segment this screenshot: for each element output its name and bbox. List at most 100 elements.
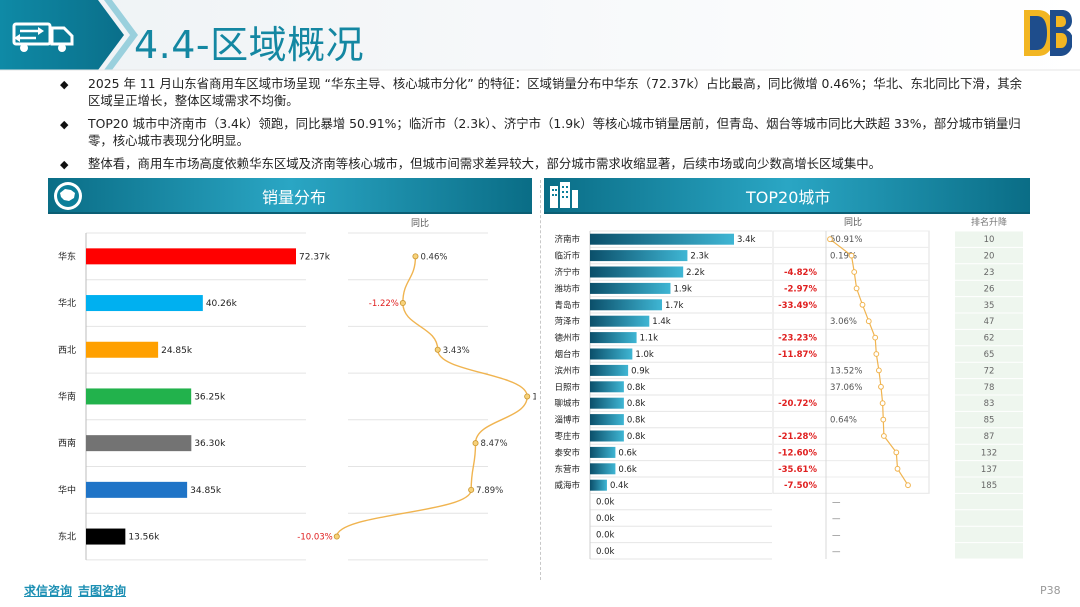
panel-divider (540, 180, 541, 580)
bullet-3: ◆ 整体看，商用车市场高度依赖华东区域及济南等核心城市，但城市间需求差异较大，部… (60, 156, 1032, 173)
city-value-label: 3.4k (737, 235, 756, 245)
city-bar (590, 282, 671, 294)
city-value-label: 1.9k (673, 284, 692, 294)
rank-trend-point (878, 383, 884, 390)
region-bar (86, 341, 159, 358)
region-value-label: 24.85k (161, 346, 193, 356)
yoy-column-header: 同比 (844, 216, 862, 228)
rank-label: 23 (984, 268, 995, 278)
city-value-label: 0.4k (610, 481, 629, 491)
region-label: 东北 (58, 531, 76, 543)
region-label: 华南 (58, 390, 76, 402)
diamond-bullet-icon: ◆ (60, 118, 69, 131)
rank-trend-point (873, 351, 880, 357)
city-bar (590, 364, 629, 376)
city-value-label: 0.6k (618, 448, 637, 458)
city-value-label: 1.0k (635, 350, 654, 360)
rank-label: 72 (984, 366, 995, 376)
yoy-point (468, 486, 475, 493)
rank-label: 20 (984, 252, 995, 262)
city-bar (590, 348, 633, 360)
yoy-label: — (832, 530, 841, 540)
region-bar (86, 388, 192, 405)
yoy-label: 15.36% (532, 392, 536, 402)
region-value-label: 36.25k (194, 392, 226, 402)
truck-icon (12, 22, 74, 52)
city-bar (590, 332, 637, 344)
rank-label: 85 (984, 416, 995, 426)
yoy-label: -7.50% (784, 481, 817, 491)
rank-trend-point (848, 252, 855, 259)
left-panel-header: 销量分布 (48, 178, 532, 214)
city-bar (590, 463, 616, 475)
footer-brands: 求信咨询 吉图咨询 (24, 582, 132, 599)
diamond-bullet-icon: ◆ (60, 158, 69, 171)
yoy-point (412, 253, 419, 260)
footer-brand-2[interactable]: 吉图咨询 (78, 584, 127, 598)
rank-label: 78 (984, 383, 995, 393)
rank-label: 137 (981, 465, 997, 475)
yoy-label: 8.47% (481, 439, 508, 449)
region-bar (86, 481, 188, 498)
diamond-bullet-icon: ◆ (60, 78, 69, 91)
region-value-label: 13.56k (128, 533, 160, 543)
rank-label: 10 (984, 235, 995, 245)
right-panel-title: TOP20城市 (746, 188, 831, 207)
city-bar (590, 446, 616, 458)
city-label: 泰安市 (554, 447, 580, 458)
right-panel-header: TOP20城市 (544, 178, 1030, 214)
rank-trend-point (872, 334, 879, 341)
city-bar (590, 299, 662, 311)
right-panel-band (544, 178, 1030, 214)
city-value-label: 1.4k (652, 317, 671, 327)
city-value-label: 2.2k (686, 268, 705, 278)
city-label: 滨州市 (554, 365, 580, 376)
brand-logo-icon (1024, 10, 1072, 56)
rank-label: 62 (984, 334, 995, 344)
bullet-text: TOP20 城市中济南市（3.4k）领跑，同比暴增 50.91%；临沂市（2.3… (88, 116, 1021, 148)
map-icon (60, 189, 75, 201)
rank-label: 185 (981, 481, 997, 491)
yoy-label: — (832, 498, 841, 508)
rank-trend-point (853, 285, 860, 292)
yoy-label: -23.23% (778, 334, 817, 344)
region-bar (86, 295, 203, 312)
city-label: 临沂市 (554, 251, 580, 262)
rank-trend-point (827, 236, 833, 243)
region-bar (86, 435, 192, 452)
rank-label: 87 (984, 432, 995, 442)
yoy-point (434, 346, 441, 353)
region-value-label: 36.30k (194, 439, 226, 449)
yoy-label: 7.89% (476, 486, 503, 496)
left-panel-title: 销量分布 (262, 188, 327, 207)
yoy-label: — (832, 514, 841, 524)
city-value-label: 0.8k (627, 432, 646, 442)
region-label: 西北 (58, 345, 76, 356)
city-label: 威海市 (554, 480, 580, 491)
yoy-label: -2.97% (784, 284, 817, 294)
rank-trend-point (881, 433, 887, 439)
city-label: 潍坊市 (554, 283, 580, 294)
city-label: 济南市 (554, 234, 580, 245)
rank-label: 35 (984, 301, 995, 311)
bullet-text: 整体看，商用车市场高度依赖华东区域及济南等核心城市，但城市间需求差异较大，部分城… (88, 156, 881, 171)
header-band (0, 0, 1080, 71)
city-value-label: 0.6k (618, 465, 637, 475)
rank-trend-point (894, 465, 901, 472)
yoy-label: -21.28% (778, 432, 817, 442)
page-number: P38 (1040, 584, 1061, 597)
city-label: 德州市 (554, 333, 580, 344)
rank-trend-point (875, 367, 882, 374)
footer-brand-1[interactable]: 求信咨询 (24, 584, 73, 598)
rank-label: 83 (984, 399, 995, 409)
rank-label: 132 (981, 448, 997, 458)
city-label: 菏泽市 (554, 316, 580, 327)
city-value-label: 0.0k (596, 547, 615, 557)
city-bar (590, 266, 684, 278)
yoy-label: 0.46% (420, 252, 447, 262)
city-bar (590, 430, 624, 442)
region-value-label: 72.37k (299, 252, 331, 262)
rank-trend-point (859, 301, 866, 308)
rank-trend-point (851, 269, 858, 275)
